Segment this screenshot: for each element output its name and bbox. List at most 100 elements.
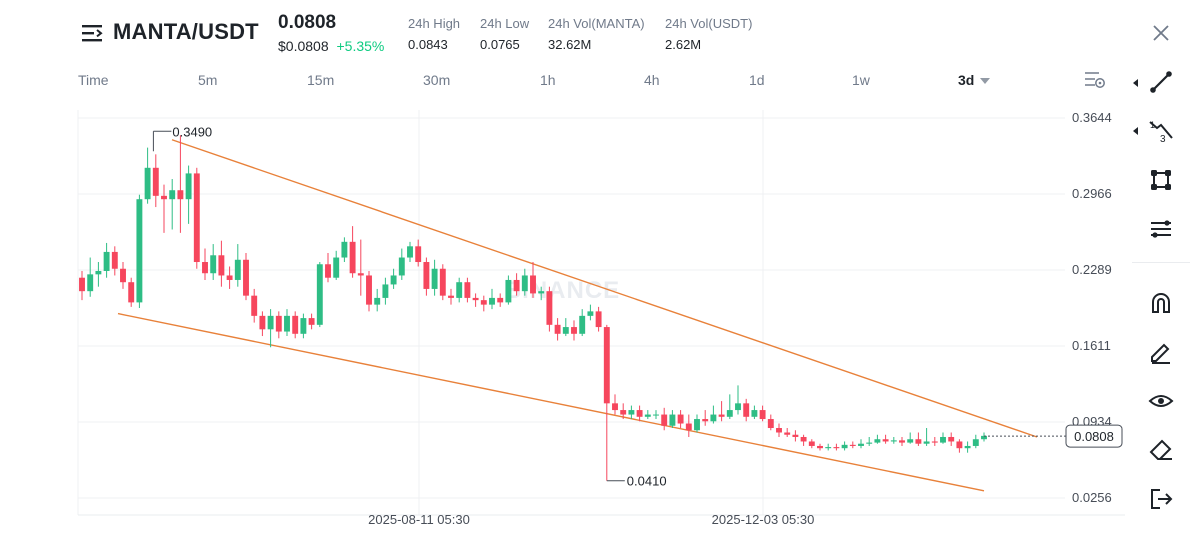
y-tick-label: 0.1611	[1072, 338, 1111, 353]
candle-body	[907, 439, 914, 443]
candle-body	[431, 268, 438, 289]
candle-body	[702, 419, 709, 422]
candle-body	[694, 419, 700, 431]
expand-arrow-icon[interactable]	[1133, 79, 1138, 87]
candle-body	[710, 414, 717, 422]
candle-body	[759, 410, 766, 420]
stat-label: 24h Vol(MANTA)	[548, 16, 645, 31]
candle-body	[595, 311, 602, 328]
candle-body	[243, 259, 249, 296]
candle-body	[423, 262, 430, 289]
tab-1d[interactable]: 1d	[749, 72, 765, 88]
candle-body	[505, 279, 512, 303]
candle-body	[185, 173, 192, 200]
candle-body	[677, 414, 684, 424]
candle-body	[628, 410, 635, 415]
candle-body	[669, 414, 676, 426]
tab-1h[interactable]: 1h	[540, 72, 556, 88]
tab-4h[interactable]: 4h	[644, 72, 660, 88]
current-price-marker: 0.0808	[984, 424, 1123, 448]
trendline-icon[interactable]	[1148, 69, 1174, 95]
candle-body	[972, 439, 979, 446]
stat-value: 0.0843	[408, 37, 448, 52]
candle-body	[407, 246, 413, 258]
candle-body	[464, 282, 471, 298]
candle-body	[940, 436, 946, 443]
candle-body	[161, 195, 167, 200]
candle-body	[202, 262, 208, 274]
candle-body	[415, 246, 422, 263]
tab-3d[interactable]: 3d	[958, 72, 991, 88]
candle-body	[308, 318, 315, 325]
candlestick-chart[interactable]: BINANCE 0.3490 0.0410 0.3644 0.2966 0.2289 0…	[0, 100, 1125, 540]
candle-body	[808, 441, 815, 446]
menu-icon[interactable]	[80, 22, 106, 44]
last-price: 0.0808	[278, 12, 337, 33]
candle-body	[398, 257, 405, 276]
trading-pair-title[interactable]: MANTA/USDT	[113, 19, 259, 44]
candle-body	[858, 443, 864, 446]
candles	[79, 135, 987, 481]
candle-body	[833, 447, 840, 449]
close-icon[interactable]	[1150, 22, 1172, 44]
stat-label: 24h Low	[480, 16, 530, 31]
candle-body	[620, 410, 627, 415]
tab-30m[interactable]: 30m	[423, 72, 451, 88]
candle-body	[489, 297, 495, 305]
candle-body	[218, 255, 225, 276]
candle-body	[300, 318, 307, 334]
magnet-icon[interactable]	[1148, 290, 1174, 316]
tab-5m[interactable]: 5m	[198, 72, 218, 88]
trendlines[interactable]	[117, 139, 1038, 492]
candle-body	[899, 440, 905, 443]
candle-body	[120, 268, 126, 283]
tab-15m[interactable]: 15m	[307, 72, 335, 88]
candle-body	[480, 300, 487, 305]
candle-body	[497, 297, 504, 303]
parallel-lines-icon[interactable]	[1148, 216, 1174, 242]
eraser-icon[interactable]	[1148, 437, 1174, 463]
candle-body	[874, 439, 881, 443]
candle-body	[152, 167, 159, 196]
candle-body	[95, 270, 102, 275]
chart-grid	[77, 110, 1125, 516]
stat-value: 32.62M	[548, 37, 592, 52]
y-tick-label: 0.2966	[1072, 186, 1112, 201]
candle-body	[144, 167, 151, 200]
candle-body	[866, 442, 873, 444]
candle-body	[817, 445, 823, 449]
tab-1w[interactable]: 1w	[852, 72, 870, 88]
candle-body	[325, 264, 331, 278]
candle-body	[448, 295, 454, 298]
candle-body	[735, 403, 741, 411]
candle-body	[636, 410, 643, 417]
y-tick-label: 0.3644	[1072, 110, 1112, 125]
candle-body	[439, 268, 446, 296]
pencil-icon[interactable]	[1148, 339, 1174, 365]
tab-time[interactable]: Time	[78, 72, 109, 88]
candle-body	[554, 324, 561, 334]
price-annotations: 0.3490 0.0410	[152, 124, 667, 489]
candle-body	[915, 439, 922, 444]
candle-body	[538, 291, 545, 294]
candle-body	[357, 273, 364, 276]
stat-label: 24h High	[408, 16, 461, 31]
candle-body	[366, 275, 372, 305]
shape-icon[interactable]	[1148, 167, 1174, 193]
candle-body	[136, 199, 143, 303]
candle-body	[751, 410, 758, 417]
chart-settings-icon[interactable]	[1084, 70, 1106, 90]
candle-body	[226, 275, 233, 280]
candle-body	[923, 441, 930, 444]
expand-arrow-icon[interactable]	[1133, 127, 1138, 135]
candle-body	[931, 441, 938, 443]
candle-body	[612, 403, 618, 411]
candle-body	[530, 275, 536, 294]
fib-icon[interactable]: 3 1	[1148, 118, 1174, 144]
candle-body	[882, 439, 889, 442]
exit-icon[interactable]	[1148, 486, 1174, 512]
x-tick-label: 2025-12-03 05:30	[712, 512, 815, 527]
eye-icon[interactable]	[1148, 388, 1174, 414]
stat-value: 0.0765	[480, 37, 520, 52]
